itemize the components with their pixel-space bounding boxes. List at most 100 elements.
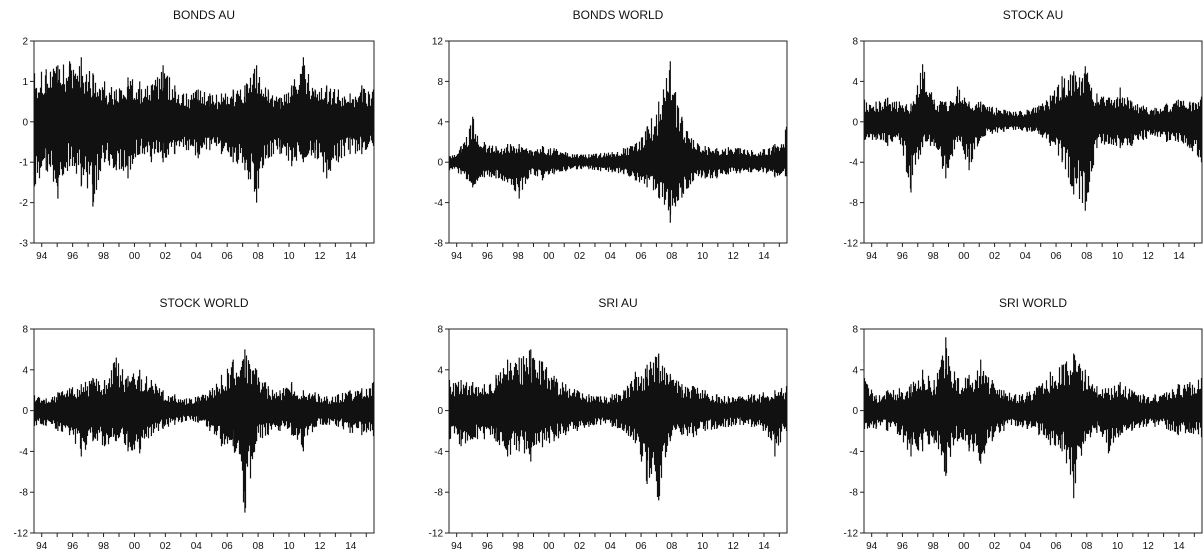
y-tick-label: 0 (437, 406, 443, 417)
x-tick-label: 00 (958, 251, 970, 262)
x-tick-label: 08 (666, 541, 678, 552)
x-tick-label: 08 (253, 251, 265, 262)
y-tick-label: -1 (19, 158, 28, 169)
series-line (864, 64, 1202, 211)
x-tick-label: 10 (1112, 541, 1124, 552)
y-tick-label: -4 (434, 447, 443, 458)
y-tick-label: 12 (432, 37, 444, 48)
x-tick-label: 14 (1173, 251, 1185, 262)
x-tick-label: 96 (67, 541, 79, 552)
y-tick-label: 8 (437, 325, 443, 336)
x-tick-label: 94 (866, 541, 878, 552)
y-tick-label: -8 (434, 488, 443, 499)
y-tick-label: 8 (437, 77, 443, 88)
x-tick-label: 98 (98, 251, 110, 262)
y-tick-label: -8 (849, 198, 858, 209)
x-tick-label: 98 (928, 251, 940, 262)
x-tick-label: 00 (129, 541, 141, 552)
y-tick-label: 1 (22, 77, 28, 88)
y-tick-label: 8 (852, 37, 858, 48)
y-tick-label: 8 (852, 325, 858, 336)
y-tick-label: 0 (437, 158, 443, 169)
x-tick-label: 96 (897, 541, 909, 552)
x-tick-label: 10 (697, 251, 709, 262)
x-tick-label: 04 (1020, 251, 1032, 262)
y-tick-label: -12 (14, 529, 29, 540)
x-tick-label: 02 (160, 541, 172, 552)
x-tick-label: 94 (36, 251, 48, 262)
chart-panel: STOCK AU 8 4 0 -4 -8 -12 94 96 98 00 02 04 06 08 10 12 14 (844, 8, 1203, 262)
x-tick-label: 06 (1050, 541, 1062, 552)
chart-panel: STOCK WORLD 8 4 0 -4 -8 -12 94 96 98 00 02 04 06 08 10 1… (14, 296, 375, 552)
x-tick-label: 04 (191, 541, 203, 552)
series-line (449, 349, 787, 501)
y-tick-label: -3 (19, 239, 28, 250)
y-tick-label: 0 (852, 406, 858, 417)
x-tick-label: 08 (666, 251, 678, 262)
chart-title: STOCK AU (1003, 8, 1063, 22)
chart-panel: SRI AU 8 4 0 -4 -8 -12 94 96 98 00 02 04 06 08 10 12 14 (429, 296, 788, 552)
x-tick-label: 94 (451, 251, 463, 262)
x-tick-label: 00 (129, 251, 141, 262)
chart-title: BONDS WORLD (573, 8, 664, 22)
y-tick-label: -4 (19, 447, 28, 458)
chart-title: STOCK WORLD (159, 296, 248, 310)
x-tick-label: 12 (1143, 541, 1155, 552)
x-tick-label: 96 (482, 251, 494, 262)
x-tick-label: 94 (36, 541, 48, 552)
series-line (34, 57, 374, 207)
x-tick-label: 12 (728, 541, 740, 552)
y-tick-label: -12 (429, 529, 444, 540)
x-tick-label: 94 (451, 541, 463, 552)
x-tick-label: 02 (989, 541, 1001, 552)
x-tick-label: 04 (191, 251, 203, 262)
x-tick-label: 06 (1050, 251, 1062, 262)
x-tick-label: 98 (928, 541, 940, 552)
y-tick-label: -2 (19, 198, 28, 209)
x-tick-label: 06 (222, 541, 234, 552)
x-tick-label: 02 (574, 541, 586, 552)
x-tick-label: 98 (98, 541, 110, 552)
plot-frame (448, 40, 788, 244)
chart-title: SRI AU (598, 296, 637, 310)
y-tick-label: 4 (437, 365, 443, 376)
x-tick-label: 14 (758, 541, 770, 552)
y-tick-label: -12 (844, 529, 859, 540)
y-tick-label: 4 (852, 77, 858, 88)
y-tick-label: -12 (844, 239, 859, 250)
x-tick-label: 10 (1112, 251, 1124, 262)
y-tick-label: 0 (22, 117, 28, 128)
x-tick-label: 94 (866, 251, 878, 262)
y-tick-label: 0 (852, 117, 858, 128)
x-tick-label: 04 (605, 541, 617, 552)
x-tick-label: 10 (283, 251, 295, 262)
x-tick-label: 14 (345, 251, 357, 262)
chart-title: BONDS AU (173, 8, 235, 22)
y-tick-label: 4 (437, 117, 443, 128)
y-tick-label: 8 (22, 325, 28, 336)
y-tick-label: 4 (852, 365, 858, 376)
x-tick-label: 08 (1081, 541, 1093, 552)
y-tick-label: -8 (849, 488, 858, 499)
x-tick-label: 08 (253, 541, 265, 552)
y-tick-label: 4 (22, 365, 28, 376)
y-tick-label: -8 (19, 488, 28, 499)
x-tick-label: 12 (1143, 251, 1155, 262)
y-tick-label: 0 (22, 406, 28, 417)
chart-title: SRI WORLD (999, 296, 1067, 310)
y-tick-label: -4 (849, 447, 858, 458)
x-tick-label: 14 (345, 541, 357, 552)
x-tick-label: 14 (1173, 541, 1185, 552)
x-tick-label: 04 (605, 251, 617, 262)
series-line (34, 349, 374, 513)
chart-panel: BONDS WORLD 12 8 4 0 -4 -8 94 96 98 00 02 04 06 08 10 12… (432, 8, 788, 262)
x-tick-label: 12 (314, 541, 326, 552)
y-tick-label: -4 (849, 158, 858, 169)
series-line (864, 337, 1202, 499)
y-tick-label: 2 (22, 37, 28, 48)
x-tick-label: 98 (513, 541, 525, 552)
x-tick-label: 02 (160, 251, 172, 262)
x-tick-label: 06 (635, 541, 647, 552)
